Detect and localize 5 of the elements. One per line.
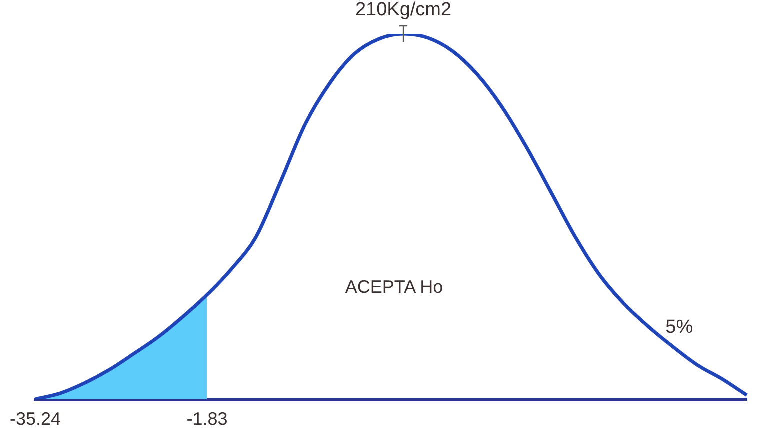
annotation: ACEPTA Ho (345, 277, 444, 298)
x-tick-label: -35.24 (10, 409, 62, 430)
x-tick-label: -1.83 (186, 409, 228, 430)
annotation: 5% (666, 317, 694, 338)
text: 210Kg/cm2 (355, 0, 452, 21)
